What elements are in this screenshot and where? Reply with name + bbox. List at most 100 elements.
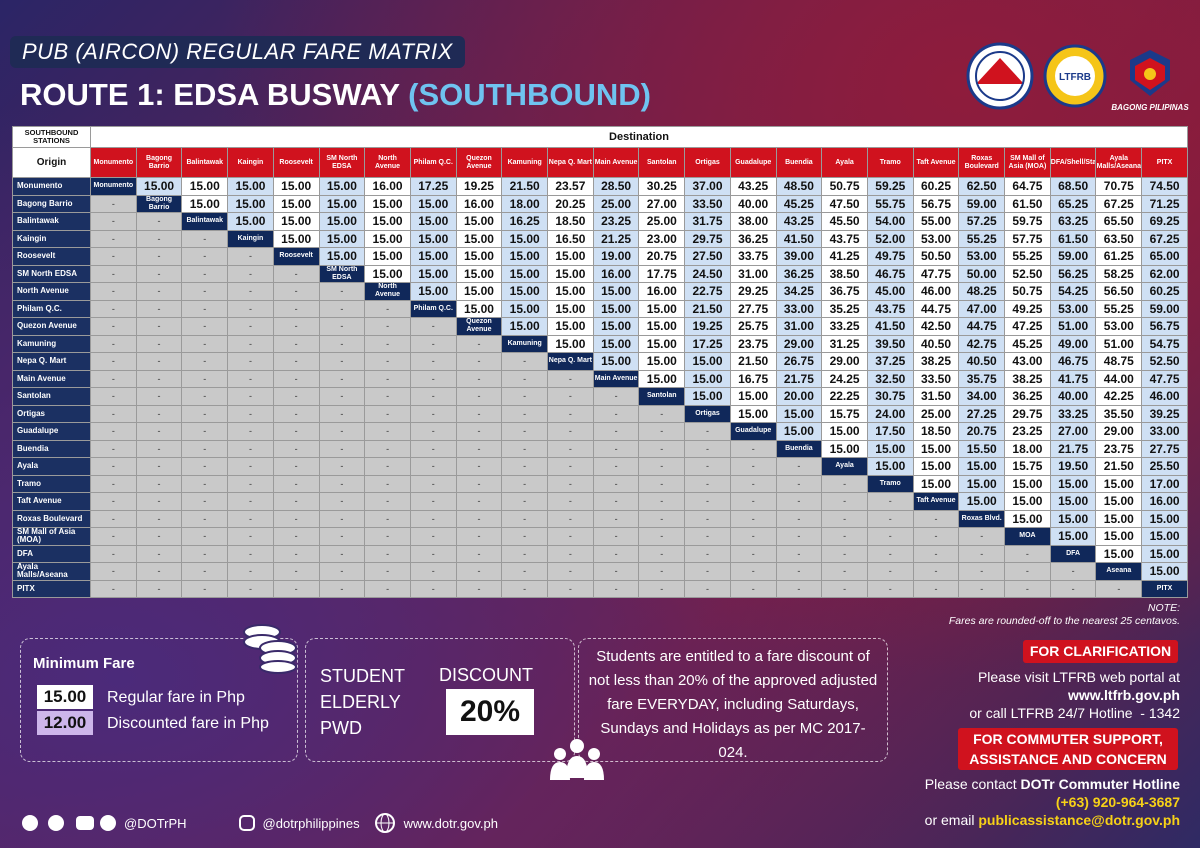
empty-cell: - [409, 422, 457, 441]
fare-cell: 46.75 [866, 264, 914, 283]
fare-cell: 55.25 [1004, 247, 1051, 266]
matrix-row: Nepa Q. Mart - - - - - - - - - - Nepa Q. Mart 15.00 1… [12, 352, 1188, 371]
fare-cell: 29.75 [1004, 404, 1051, 423]
empty-cell: - [638, 544, 686, 563]
column-header: Buendia [775, 147, 823, 178]
fare-label: Regular fare in Php [107, 689, 245, 706]
empty-cell: - [455, 369, 503, 388]
fare-cell: 31.00 [729, 264, 777, 283]
empty-cell: - [409, 562, 457, 581]
empty-cell: - [90, 282, 137, 301]
empty-cell: - [912, 562, 960, 581]
matrix-row: Ayala - - - - - - - - - - - - - - - - Ayala 15.00 15.00 15.0… [12, 457, 1188, 476]
empty-cell: - [272, 352, 320, 371]
empty-cell: - [684, 509, 731, 528]
fare-cell: 61.25 [1095, 247, 1143, 266]
column-header: Bagong Barrio [135, 147, 183, 178]
empty-cell: - [272, 404, 320, 423]
fare-cell: 29.00 [1095, 422, 1143, 441]
origin-station: Bagong Barrio [12, 194, 91, 213]
people-icon [550, 739, 604, 780]
clarification-url: www.ltfrb.gov.ph [1068, 687, 1180, 703]
empty-cell: - [135, 562, 183, 581]
fare-cell: 50.50 [912, 247, 960, 266]
fare-cell: 49.75 [866, 247, 914, 266]
empty-cell: - [775, 457, 823, 476]
matrix-row: Ayala Malls/Aseana - - - - - - - - - - - - - - - - - - - - - -… [12, 562, 1188, 581]
fare-cell: 47.50 [821, 194, 868, 213]
station-cell: DFA [1049, 544, 1097, 563]
fare-cell: 18.50 [547, 212, 594, 231]
origin-station: Kamuning [12, 334, 91, 353]
empty-cell: - [775, 492, 823, 511]
matrix-row: Philam Q.C. - - - - - - - Philam Q.C. 15.00 15.00 1… [12, 299, 1188, 318]
empty-cell: - [318, 282, 366, 301]
fare-cell: 37.00 [684, 177, 731, 196]
subtitle: PUB (AIRCON) REGULAR FARE MATRIX [10, 36, 465, 68]
empty-cell: - [684, 544, 731, 563]
fare-cell: 15.00 [455, 299, 503, 318]
empty-cell: - [364, 439, 411, 458]
fare-cell: 23.57 [547, 177, 594, 196]
fare-cell: 27.25 [958, 404, 1006, 423]
fare-cell: 57.25 [958, 212, 1006, 231]
empty-cell: - [638, 439, 686, 458]
direction: (SOUTHBOUND) [408, 77, 651, 112]
instagram-icon [238, 815, 255, 831]
fare-cell: 15.00 [912, 474, 960, 493]
empty-cell: - [318, 317, 366, 336]
station-cell: PITX [1141, 579, 1188, 598]
column-header: Roosevelt [272, 147, 320, 178]
empty-cell: - [638, 492, 686, 511]
matrix-row: DFA - - - - - - - - - - - - - - - - - - - - - DFA 15.00 15.00 [12, 544, 1188, 563]
empty-cell: - [866, 492, 914, 511]
empty-cell: - [592, 387, 640, 406]
fare-cell: 43.75 [821, 229, 868, 248]
fare-cell: 15.00 [547, 264, 594, 283]
empty-cell: - [455, 457, 503, 476]
fare-cell: 15.00 [318, 177, 366, 196]
empty-cell: - [501, 492, 549, 511]
fare-cell: 15.00 [729, 387, 777, 406]
origin-station: Buendia [12, 439, 91, 458]
fare-cell: 15.50 [958, 439, 1006, 458]
origin-station: Nepa Q. Mart [12, 352, 91, 371]
fare-cell: 16.00 [638, 282, 686, 301]
fare-cell: 25.00 [592, 194, 640, 213]
empty-cell: - [409, 404, 457, 423]
column-header: DFA/Shell/Starbucks [1049, 147, 1097, 178]
empty-cell: - [638, 562, 686, 581]
empty-cell: - [1049, 579, 1097, 598]
fare-cell: 62.50 [958, 177, 1006, 196]
matrix-row: Monumento Monumento 15.00 15.00 15.00 15.00 15… [12, 177, 1188, 196]
station-cell: Philam Q.C. [409, 299, 457, 318]
empty-cell: - [729, 579, 777, 598]
empty-cell: - [501, 509, 549, 528]
fare-cell: 38.25 [912, 352, 960, 371]
empty-cell: - [455, 474, 503, 493]
fare-cell: 63.25 [1049, 212, 1097, 231]
fare-cell: 56.25 [1049, 264, 1097, 283]
station-cell: Quezon Avenue [455, 317, 503, 336]
fare-cell: 40.00 [729, 194, 777, 213]
fare-cell: 15.00 [501, 282, 549, 301]
empty-cell: - [547, 579, 594, 598]
fare-cell: 15.00 [1049, 474, 1097, 493]
fare-cell: 29.25 [729, 282, 777, 301]
empty-cell: - [455, 544, 503, 563]
fare-cell: 44.00 [1095, 369, 1143, 388]
matrix-row: Taft Avenue - - - - - - - - - - - - - - - - - - Taft Avenue… [12, 492, 1188, 511]
station-cell: Ayala [821, 457, 868, 476]
empty-cell: - [181, 404, 229, 423]
column-header: Balintawak [181, 147, 229, 178]
empty-cell: - [181, 299, 229, 318]
fare-cell: 44.75 [958, 317, 1006, 336]
empty-cell: - [821, 579, 868, 598]
fare-cell: 55.25 [1095, 299, 1143, 318]
note: NOTE: Fares are rounded-off to the neares… [949, 602, 1180, 628]
station-cell: Bagong Barrio [135, 194, 183, 213]
matrix-row: Buendia - - - - - - - - - - - - - - - Buendia 15.00 15.00 1… [12, 439, 1188, 458]
fare-cell: 63.50 [1095, 229, 1143, 248]
empty-cell: - [90, 194, 137, 213]
